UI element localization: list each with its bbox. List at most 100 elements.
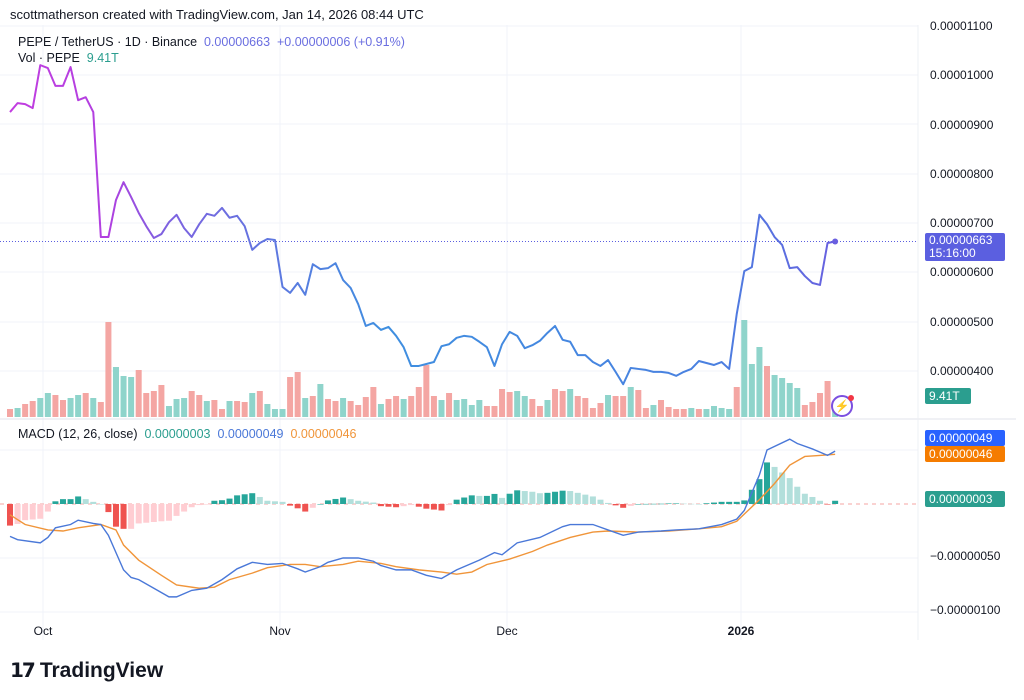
volume-bar — [14, 408, 21, 417]
volume-bar — [726, 409, 733, 417]
macd-histogram-bar — [771, 466, 778, 504]
macd-title: MACD (12, 26, close) — [18, 427, 138, 441]
volume-bar — [816, 393, 823, 417]
volume-bar — [612, 396, 619, 417]
price-axis-label: 0.00000800 — [930, 167, 994, 181]
macd-histogram-bar — [423, 504, 430, 509]
volume-bar — [173, 399, 180, 417]
volume-bar — [680, 409, 687, 417]
volume-bar — [44, 393, 51, 417]
macd-histogram-bar — [544, 492, 551, 504]
macd-line-value: 0.00000049 — [217, 427, 284, 441]
macd-histogram-bar — [461, 497, 468, 504]
volume-bar — [377, 404, 384, 417]
macd-histogram-bar — [14, 504, 21, 524]
macd-histogram-bar — [393, 504, 400, 508]
last-price: 0.00000663 — [203, 35, 271, 49]
macd-histogram-bar — [332, 498, 339, 504]
volume-bar — [529, 399, 536, 417]
volume-bar — [234, 401, 241, 417]
time-axis-label: Dec — [496, 624, 518, 638]
macd-histogram-bar — [589, 496, 596, 504]
macd-histogram-bar — [150, 504, 157, 522]
volume-bar — [415, 387, 422, 417]
volume-bar — [37, 398, 44, 417]
macd-histogram-bar — [794, 486, 801, 504]
volume-bar — [430, 396, 437, 417]
volume-bar — [279, 409, 286, 417]
volume-bar — [196, 395, 203, 417]
volume-bar — [82, 393, 89, 417]
macd-histogram-bar — [302, 504, 309, 512]
macd-histogram-bar — [612, 504, 619, 506]
macd-histogram-bar — [468, 495, 475, 504]
macd-histogram-bar — [786, 478, 793, 504]
symbol-legend[interactable]: PEPE / TetherUS · 1D · Binance 0.0000066… — [18, 35, 405, 49]
volume-bar — [741, 320, 748, 417]
volume-bar — [748, 364, 755, 417]
macd-histogram-bar — [483, 495, 490, 504]
macd-histogram-bar — [801, 493, 808, 504]
volume-bar — [211, 400, 218, 417]
macd-histogram-bar — [241, 494, 248, 504]
volume-bar — [733, 387, 740, 417]
volume-bar — [521, 396, 528, 417]
lightning-icon[interactable]: ⚡ — [831, 395, 854, 417]
macd-histogram-bar — [249, 493, 256, 504]
macd-histogram-bar — [642, 503, 649, 505]
macd-histogram-bar — [764, 462, 770, 504]
macd-histogram-bar — [446, 504, 453, 506]
volume-bar — [665, 407, 672, 417]
volume-bar — [249, 393, 256, 417]
tradingview-logo-icon: 𝟭𝟳 — [10, 660, 36, 682]
volume-bar — [271, 409, 278, 417]
volume-bar — [241, 402, 248, 417]
last-price-tag-value: 0.00000663 — [929, 233, 993, 247]
macd-histogram-bar — [226, 498, 233, 504]
volume-bar — [203, 401, 210, 417]
macd-histogram-bar — [181, 504, 188, 512]
macd-histogram-bar — [605, 502, 612, 504]
volume-bar — [408, 396, 415, 417]
macd-histogram-bar — [506, 493, 513, 504]
volume-bar — [128, 377, 135, 417]
volume-bar — [552, 389, 559, 417]
volume-bar — [370, 387, 377, 417]
volume-bar — [97, 402, 104, 417]
volume-bar — [385, 399, 392, 417]
macd-histogram-bar — [105, 504, 112, 513]
volume-legend[interactable]: Vol · PEPE 9.41T — [18, 51, 119, 65]
macd-histogram-bar — [44, 504, 51, 512]
macd-histogram-bar — [529, 491, 536, 504]
volume-bar — [256, 391, 263, 417]
volume-bar — [75, 395, 82, 417]
volume-bar — [779, 378, 786, 417]
macd-histogram-bar — [658, 503, 665, 505]
volume-bar — [582, 398, 589, 417]
macd-histogram-bar — [377, 504, 384, 507]
macd-histogram-bar — [188, 504, 195, 508]
volume-bar — [165, 406, 172, 417]
volume-bar — [309, 396, 316, 417]
volume-bar — [718, 408, 725, 417]
price-axis-label: 0.00001100 — [930, 19, 993, 33]
macd-histogram-bar — [680, 503, 687, 505]
macd-legend[interactable]: MACD (12, 26, close) 0.00000003 0.000000… — [18, 427, 356, 441]
volume-bar — [446, 393, 453, 417]
tradingview-logo[interactable]: 𝟭𝟳 TradingView — [10, 658, 163, 683]
volume-bar — [786, 383, 793, 417]
volume-bar — [362, 397, 369, 417]
volume-bar — [635, 390, 642, 417]
volume-bar — [52, 395, 59, 417]
macd-histogram-bar — [438, 504, 445, 511]
macd-histogram-bar — [271, 501, 278, 504]
volume-bar — [506, 392, 513, 417]
volume-bar — [794, 388, 801, 417]
macd-histogram-bar — [756, 479, 763, 504]
macd-histogram-bar — [67, 499, 74, 504]
macd-line — [9, 438, 836, 598]
macd-histogram-bar — [385, 504, 392, 507]
macd-histogram-bar — [97, 504, 104, 505]
